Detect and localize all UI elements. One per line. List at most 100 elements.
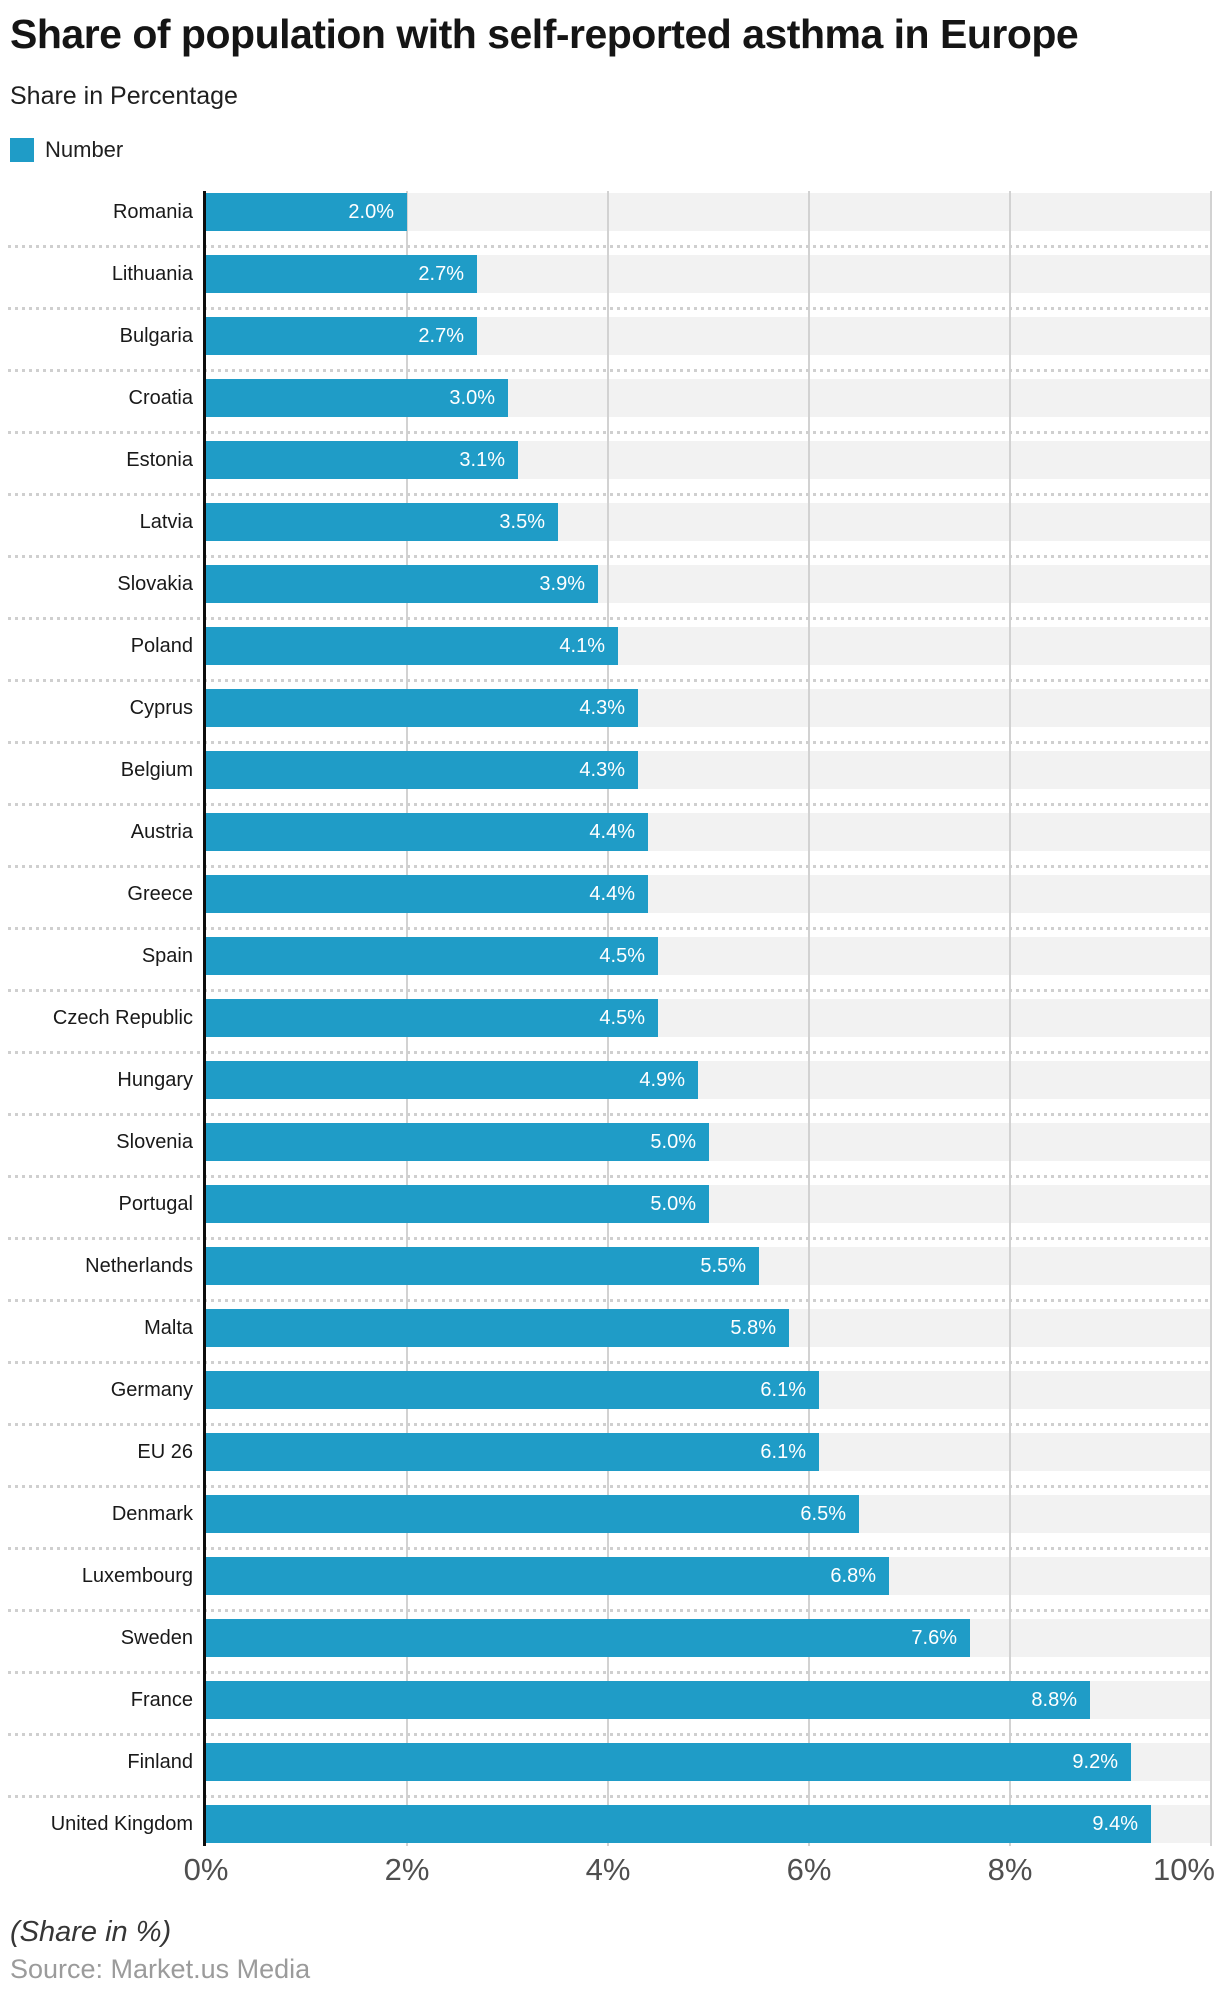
- chart-source: Source: Market.us Media: [10, 1954, 311, 1984]
- category-label: Greece: [127, 883, 193, 905]
- bar: 6.5%: [206, 1495, 859, 1533]
- bar-value-label: 8.8%: [1031, 1688, 1077, 1711]
- bar-value-label: 2.7%: [418, 262, 464, 285]
- gridline: [1210, 191, 1212, 1846]
- row-separator: [8, 989, 1210, 992]
- bar-value-label: 2.7%: [418, 324, 464, 347]
- bar: 5.8%: [206, 1309, 789, 1347]
- bar: 8.8%: [206, 1681, 1090, 1719]
- legend-label: Number: [45, 137, 124, 162]
- category-label: Spain: [141, 945, 193, 967]
- category-label: Malta: [144, 1317, 193, 1339]
- row-separator: [8, 1237, 1210, 1240]
- category-label: Sweden: [120, 1627, 193, 1649]
- category-label: United Kingdom: [50, 1813, 193, 1835]
- bar: 3.0%: [206, 379, 508, 417]
- x-axis-tick-label: 6%: [786, 1852, 832, 1887]
- row-separator: [8, 1795, 1210, 1798]
- bar-value-label: 3.1%: [459, 448, 505, 471]
- category-label: Bulgaria: [119, 325, 193, 347]
- bar: 2.7%: [206, 255, 477, 293]
- bar: 9.4%: [206, 1805, 1151, 1843]
- category-label: Hungary: [117, 1069, 193, 1091]
- bar: 3.5%: [206, 503, 558, 541]
- bar: 2.0%: [206, 193, 407, 231]
- bar: 4.3%: [206, 689, 638, 727]
- x-axis-tick-label: 8%: [987, 1852, 1033, 1887]
- bar-value-label: 4.4%: [589, 882, 635, 905]
- bar: 5.5%: [206, 1247, 759, 1285]
- bar-value-label: 5.8%: [730, 1316, 776, 1339]
- row-separator: [8, 617, 1210, 620]
- bar: 3.1%: [206, 441, 518, 479]
- bar-value-label: 7.6%: [911, 1626, 957, 1649]
- category-label: Denmark: [111, 1503, 193, 1525]
- category-label: Germany: [110, 1379, 193, 1401]
- row-separator: [8, 1609, 1210, 1612]
- bar-value-label: 5.0%: [650, 1130, 696, 1153]
- bar-value-label: 4.4%: [589, 820, 635, 843]
- bar-value-label: 3.5%: [499, 510, 545, 533]
- row-separator: [8, 1733, 1210, 1736]
- bar: 7.6%: [206, 1619, 970, 1657]
- category-label: Belgium: [120, 759, 193, 781]
- bar-value-label: 4.9%: [639, 1068, 685, 1091]
- category-label: Croatia: [128, 387, 193, 409]
- y-axis-line: [203, 191, 206, 1846]
- bar: 4.3%: [206, 751, 638, 789]
- bar-value-label: 6.1%: [760, 1440, 806, 1463]
- category-label: Finland: [127, 1751, 193, 1773]
- category-label: Romania: [112, 201, 193, 223]
- category-label: EU 26: [137, 1441, 193, 1463]
- chart-subtitle: Share in Percentage: [10, 82, 238, 110]
- bar-value-label: 3.9%: [539, 572, 585, 595]
- row-separator: [8, 555, 1210, 558]
- category-label: Cyprus: [129, 697, 193, 719]
- bar-value-label: 4.5%: [599, 944, 645, 967]
- category-label: Latvia: [139, 511, 193, 533]
- chart-footnote: (Share in %): [10, 1916, 172, 1948]
- category-label: Austria: [130, 821, 193, 843]
- category-label: Portugal: [118, 1193, 194, 1215]
- bar-value-label: 4.1%: [559, 634, 605, 657]
- bar: 9.2%: [206, 1743, 1131, 1781]
- row-separator: [8, 1299, 1210, 1302]
- row-separator: [8, 1175, 1210, 1178]
- x-axis-tick-label: 10%: [1152, 1852, 1215, 1887]
- row-separator: [8, 245, 1210, 248]
- legend: Number: [10, 137, 123, 163]
- bar: 6.1%: [206, 1371, 819, 1409]
- x-axis-tick-label: 4%: [585, 1852, 631, 1887]
- bar-value-label: 9.2%: [1072, 1750, 1118, 1773]
- row-separator: [8, 431, 1210, 434]
- legend-swatch-icon: [10, 138, 34, 162]
- category-label: Lithuania: [111, 263, 193, 285]
- category-label: Luxembourg: [81, 1565, 193, 1587]
- row-separator: [8, 1423, 1210, 1426]
- row-separator: [8, 803, 1210, 806]
- bar: 4.9%: [206, 1061, 698, 1099]
- row-separator: [8, 741, 1210, 744]
- bar: 4.5%: [206, 999, 658, 1037]
- row-separator: [8, 1051, 1210, 1054]
- category-label: France: [130, 1689, 193, 1711]
- category-label: Czech Republic: [52, 1007, 193, 1029]
- gridline: [808, 191, 810, 1846]
- bar-value-label: 2.0%: [348, 200, 394, 223]
- bar: 3.9%: [206, 565, 598, 603]
- bar-value-label: 4.3%: [579, 696, 625, 719]
- bar: 6.1%: [206, 1433, 819, 1471]
- row-separator: [8, 927, 1210, 930]
- bar-value-label: 5.5%: [700, 1254, 746, 1277]
- bar: 4.5%: [206, 937, 658, 975]
- bar: 5.0%: [206, 1185, 709, 1223]
- bar-value-label: 6.5%: [800, 1502, 846, 1525]
- bar-value-label: 5.0%: [650, 1192, 696, 1215]
- row-separator: [8, 1361, 1210, 1364]
- row-separator: [8, 307, 1210, 310]
- row-separator: [8, 1485, 1210, 1488]
- bar-value-label: 6.1%: [760, 1378, 806, 1401]
- row-separator: [8, 679, 1210, 682]
- category-label: Estonia: [126, 449, 193, 471]
